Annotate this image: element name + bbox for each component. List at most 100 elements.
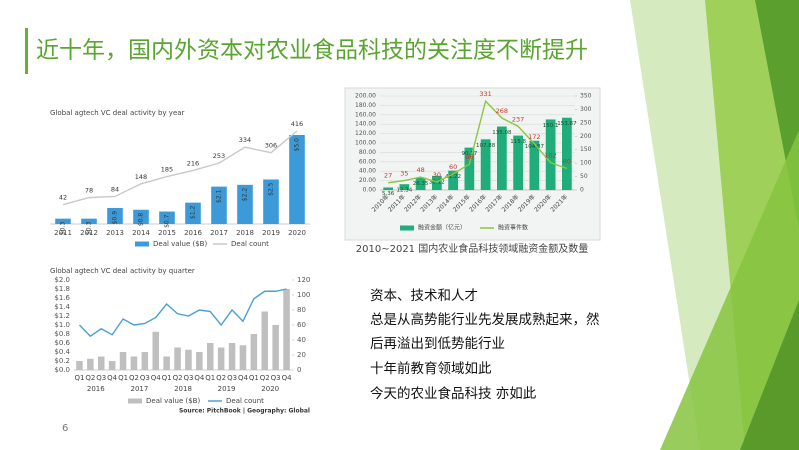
page-number: 6 (62, 423, 68, 434)
body-line: 资本、技术和人才 (370, 288, 478, 304)
bar (217, 347, 225, 370)
bar (133, 209, 149, 224)
data-label: 150.1 (543, 123, 559, 129)
x-tick-label: Q3 (96, 374, 106, 382)
y2-tick-label: 0 (580, 187, 584, 194)
bar (283, 289, 290, 370)
y-tick-label: $2.0 (54, 276, 70, 284)
body-line: 十年前教育领域如此 (370, 360, 492, 377)
y-tick-label: 140.00 (355, 121, 376, 128)
y-tick-label: $0.6 (54, 339, 70, 347)
decoration (660, 130, 799, 450)
x-tick-label: Q4 (194, 374, 205, 382)
x-tick-label: Q2 (216, 374, 226, 382)
bar (237, 184, 253, 224)
bar (159, 211, 175, 224)
bar (130, 356, 138, 370)
bar (163, 356, 170, 370)
x-tick-label: 2016 (184, 229, 202, 237)
x-tick-label: 2020 (288, 229, 306, 237)
x-tick-label: 2017 (210, 229, 228, 237)
legend-swatch (400, 225, 414, 231)
x-tick-label: Q2 (129, 374, 139, 382)
data-label: 416 (291, 120, 303, 128)
chart-title: Global agtech VC deal activity by quarte… (50, 267, 195, 275)
y2-tick-label: 0 (297, 366, 301, 374)
y2-tick-label: 350 (580, 93, 592, 100)
x-tick-label: Q3 (227, 374, 237, 382)
x-tick-label: 2015 (158, 229, 176, 237)
legend-label: 融资事件数 (498, 224, 528, 232)
y-tick-label: $0.8 (54, 330, 70, 338)
y-tick-label: 160.00 (355, 111, 376, 118)
y-tick-label: 120.00 (355, 130, 376, 137)
y-tick-label: $0.2 (54, 357, 70, 365)
x-tick-label: Q1 (74, 374, 84, 382)
data-label: 35 (400, 170, 408, 178)
bar (185, 202, 201, 224)
x-tick-label: Q1 (162, 374, 172, 382)
data-label: 237 (512, 115, 524, 123)
bar (432, 175, 442, 190)
legend-swatch (135, 241, 149, 247)
body-line: 今天的农业食品科技 亦如此 (370, 385, 537, 402)
bar (289, 135, 305, 224)
legend-label: Deal value ($B) (153, 240, 207, 248)
data-label: 90.17 (462, 151, 478, 157)
data-label: 27 (384, 172, 392, 180)
chart-title: Global agtech VC deal activity by year (50, 109, 185, 117)
data-label: $1.2 (190, 205, 197, 219)
bar (119, 352, 127, 370)
line (62, 130, 298, 206)
y-tick-label: 60.00 (359, 158, 376, 165)
bar (141, 352, 149, 370)
bar (513, 135, 523, 190)
bar (81, 218, 97, 224)
bar (562, 117, 572, 190)
x-tick-label: Q2 (173, 374, 183, 382)
decoration (740, 300, 799, 450)
data-label: 104.87 (525, 144, 545, 150)
y2-tick-label: 200 (580, 133, 592, 140)
legend-label: Deal count (226, 397, 264, 405)
y-tick-label: $1.4 (54, 303, 70, 311)
y-tick-label: 20.00 (359, 177, 376, 184)
data-label: 48 (416, 166, 424, 174)
y2-tick-label: 100 (297, 291, 310, 299)
x-tick-label: 2019 (262, 229, 280, 237)
bar (97, 356, 105, 370)
y2-tick-label: 50 (580, 173, 588, 180)
data-label: 135.08 (492, 130, 512, 136)
data-label: 334 (239, 136, 251, 144)
legend-label: Deal value ($B) (146, 397, 200, 405)
y-tick-label: 200.00 (355, 93, 376, 100)
line (388, 99, 568, 184)
x-tick-label: Q3 (140, 374, 150, 382)
bar (55, 218, 71, 224)
data-label: 107.88 (476, 143, 496, 149)
y2-tick-label: 20 (297, 351, 306, 359)
bar (383, 187, 393, 190)
y2-tick-label: 80 (297, 306, 306, 314)
y-tick-label: 180.00 (355, 102, 376, 109)
line (78, 288, 287, 338)
bar (415, 177, 426, 190)
x-tick-label: 2013 (106, 229, 124, 237)
x-tick-label: Q4 (151, 374, 162, 382)
bar (263, 179, 279, 224)
data-label: 216 (187, 159, 199, 167)
y2-tick-label: 150 (580, 146, 592, 153)
data-label: 5.36 (382, 191, 395, 197)
y-tick-label: 100.00 (355, 140, 376, 147)
data-label: 306 (265, 142, 277, 150)
y-tick-label: $0.4 (54, 348, 70, 356)
x-tick-label: Q2 (85, 374, 95, 382)
bar (211, 186, 227, 224)
bar (497, 126, 507, 190)
data-label: 153.87 (557, 121, 577, 127)
y-tick-label: $1.8 (54, 285, 70, 293)
x-tick-label: Q4 (282, 374, 293, 382)
bar (107, 207, 123, 224)
body-line: 后再溢出到低势能行业 (370, 336, 505, 352)
